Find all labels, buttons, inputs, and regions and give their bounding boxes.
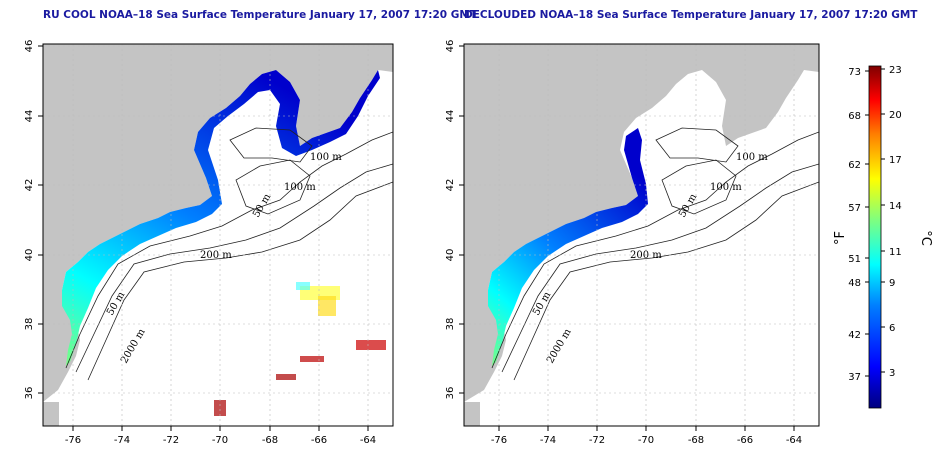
- lat-tick-label: 44: [24, 110, 35, 123]
- lon-tick-label: -74: [540, 435, 556, 446]
- lat-tick-label: 40: [445, 249, 456, 262]
- lon-tick-label: -76: [65, 435, 81, 446]
- celsius-tick: 20: [889, 110, 902, 121]
- fahrenheit-tick: 73: [848, 67, 861, 78]
- colorbar-ticks: [865, 68, 885, 377]
- fahrenheit-tick: 42: [848, 330, 861, 341]
- fahrenheit-tick: 57: [848, 203, 861, 214]
- contour-label: 100 m: [736, 152, 768, 163]
- lon-tick-label: -66: [737, 435, 753, 446]
- left-lat-ticks: [38, 45, 43, 394]
- fahrenheit-unit-label: °F: [833, 231, 848, 245]
- contour-label: 200 m: [200, 250, 232, 261]
- contour-label: 200 m: [630, 250, 662, 261]
- graticule: [464, 44, 819, 426]
- fahrenheit-tick: 48: [848, 278, 861, 289]
- celsius-tick: 14: [889, 201, 902, 212]
- lon-tick-label: -70: [212, 435, 228, 446]
- lon-tick-label: -70: [638, 435, 654, 446]
- land-mass: [464, 402, 480, 426]
- lat-tick-label: 38: [445, 318, 456, 331]
- celsius-tick: 17: [889, 155, 902, 166]
- lat-tick-label: 40: [24, 249, 35, 262]
- lon-tick-label: -68: [262, 435, 278, 446]
- lat-tick-label: 38: [24, 318, 35, 331]
- lat-tick-label: 42: [445, 179, 456, 192]
- lat-tick-label: 44: [445, 110, 456, 123]
- right-lat-ticks: [459, 45, 464, 394]
- celsius-tick: 3: [889, 368, 895, 379]
- lat-tick-label: 36: [24, 387, 35, 400]
- land-mass: [43, 44, 393, 402]
- lon-tick-label: -74: [114, 435, 130, 446]
- sst-warm-patches: [214, 282, 386, 416]
- celsius-tick: 6: [889, 323, 895, 334]
- right-lon-ticks: [498, 426, 795, 431]
- lon-tick-label: -72: [163, 435, 179, 446]
- celsius-tick: 9: [889, 278, 895, 289]
- lat-tick-label: 46: [445, 40, 456, 53]
- fahrenheit-tick: 51: [848, 254, 861, 265]
- lon-tick-label: -76: [491, 435, 507, 446]
- colorbar: 73 68 62 57 51 48 42 37 23 20 17 14 11 9…: [833, 65, 933, 409]
- left-lon-ticks: [72, 426, 369, 431]
- contour-label: 100 m: [310, 152, 342, 163]
- lon-tick-label: -66: [311, 435, 327, 446]
- lon-tick-label: -64: [786, 435, 802, 446]
- fahrenheit-tick: 68: [848, 111, 861, 122]
- sst-coastal-band: [488, 128, 648, 366]
- bathymetry-contours: [491, 127, 819, 381]
- bathymetry-contours: [65, 127, 393, 381]
- fahrenheit-tick: 37: [848, 372, 861, 383]
- colorbar-ramp: [868, 65, 882, 409]
- lat-tick-label: 36: [445, 387, 456, 400]
- graticule: [43, 44, 393, 426]
- contour-label: 100 m: [710, 182, 742, 193]
- land-mass: [43, 402, 59, 426]
- lon-tick-label: -68: [688, 435, 704, 446]
- celsius-tick: 11: [889, 247, 902, 258]
- lat-tick-label: 46: [24, 40, 35, 53]
- lat-tick-label: 42: [24, 179, 35, 192]
- celsius-unit-label: °C: [918, 230, 933, 246]
- lon-tick-label: -72: [589, 435, 605, 446]
- left-map-title: RU COOL NOAA–18 Sea Surface Temperature …: [43, 9, 477, 21]
- left-map-frame: [42, 43, 394, 427]
- land-mass: [464, 44, 819, 402]
- right-map-title: DECLOUDED NOAA–18 Sea Surface Temperatur…: [464, 9, 918, 21]
- right-map-panel: 100 m 100 m 50 m 200 m 50 m 2000 m -76 -…: [445, 40, 820, 446]
- right-map-frame: [463, 43, 820, 427]
- fahrenheit-tick: 62: [848, 160, 861, 171]
- left-map-panel: 100 m 100 m 50 m 200 m 50 m 2000 m -76 -…: [24, 40, 394, 446]
- contour-label: 100 m: [284, 182, 316, 193]
- lon-tick-label: -64: [360, 435, 376, 446]
- celsius-tick: 23: [889, 65, 902, 76]
